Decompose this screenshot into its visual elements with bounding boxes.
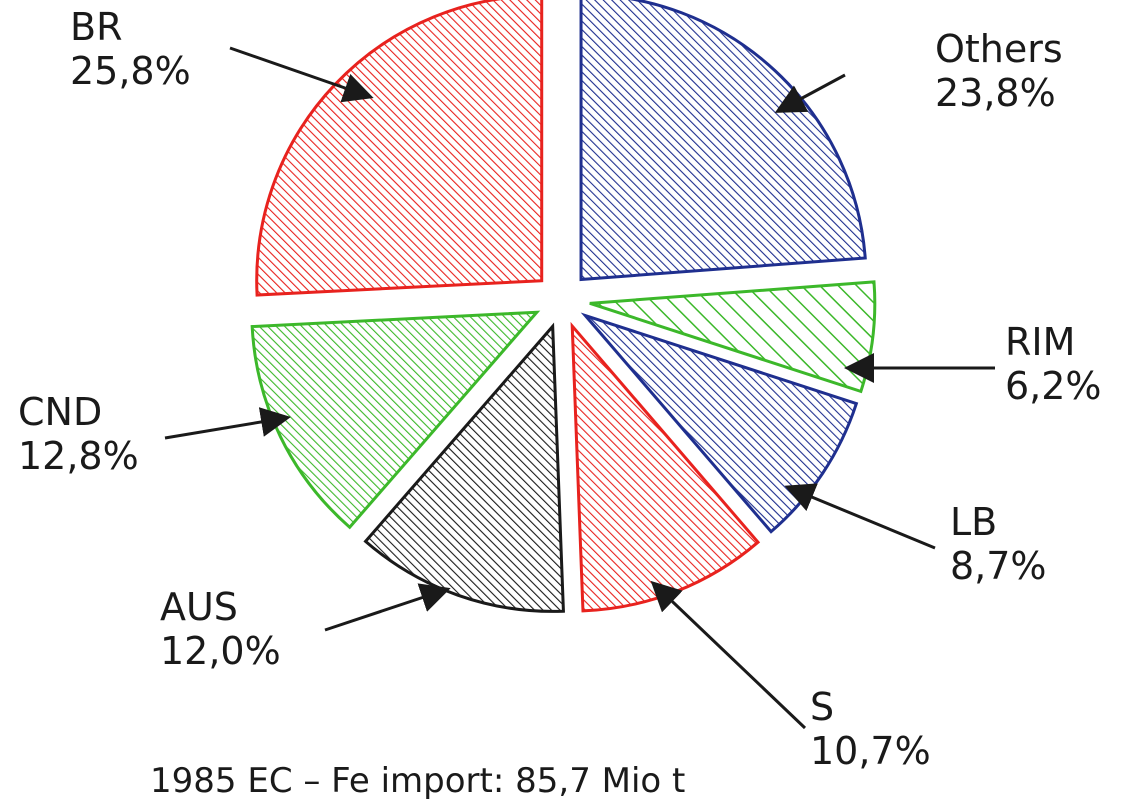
arrow-aus bbox=[324, 583, 451, 632]
slice-label-aus: AUS bbox=[160, 585, 238, 629]
slice-value-others: 23,8% bbox=[935, 71, 1056, 115]
pie-slice-lb bbox=[580, 312, 859, 534]
slice-value-cnd: 12,8% bbox=[18, 434, 139, 478]
pie-slice-aus bbox=[363, 322, 565, 613]
slice-label-br: BR bbox=[70, 5, 122, 49]
arrow-others bbox=[774, 73, 846, 113]
slice-label-rim: RIM bbox=[1005, 320, 1075, 364]
slice-value-s: 10,7% bbox=[810, 729, 931, 773]
arrow-cnd bbox=[164, 407, 291, 440]
slice-value-rim: 6,2% bbox=[1005, 364, 1102, 408]
pie-slice-rim bbox=[589, 280, 877, 394]
pie-slice-br bbox=[255, 0, 544, 297]
slice-value-aus: 12,0% bbox=[160, 629, 281, 673]
pie-slice-cnd bbox=[250, 310, 541, 530]
arrows-layer bbox=[164, 46, 995, 730]
chart-title: 1985 EC – Fe import: 85,7 Mio t bbox=[150, 761, 685, 801]
pie-slice-others bbox=[579, 0, 867, 282]
slice-label-others: Others bbox=[935, 27, 1063, 71]
slice-value-lb: 8,7% bbox=[950, 544, 1047, 588]
arrow-lb bbox=[784, 483, 936, 550]
slice-label-cnd: CND bbox=[18, 390, 102, 434]
slice-label-s: S bbox=[810, 685, 834, 729]
slice-label-lb: LB bbox=[950, 500, 997, 544]
arrow-br bbox=[229, 46, 374, 103]
arrow-s bbox=[650, 580, 807, 730]
slices-layer bbox=[250, 0, 877, 613]
slice-value-br: 25,8% bbox=[70, 49, 191, 93]
